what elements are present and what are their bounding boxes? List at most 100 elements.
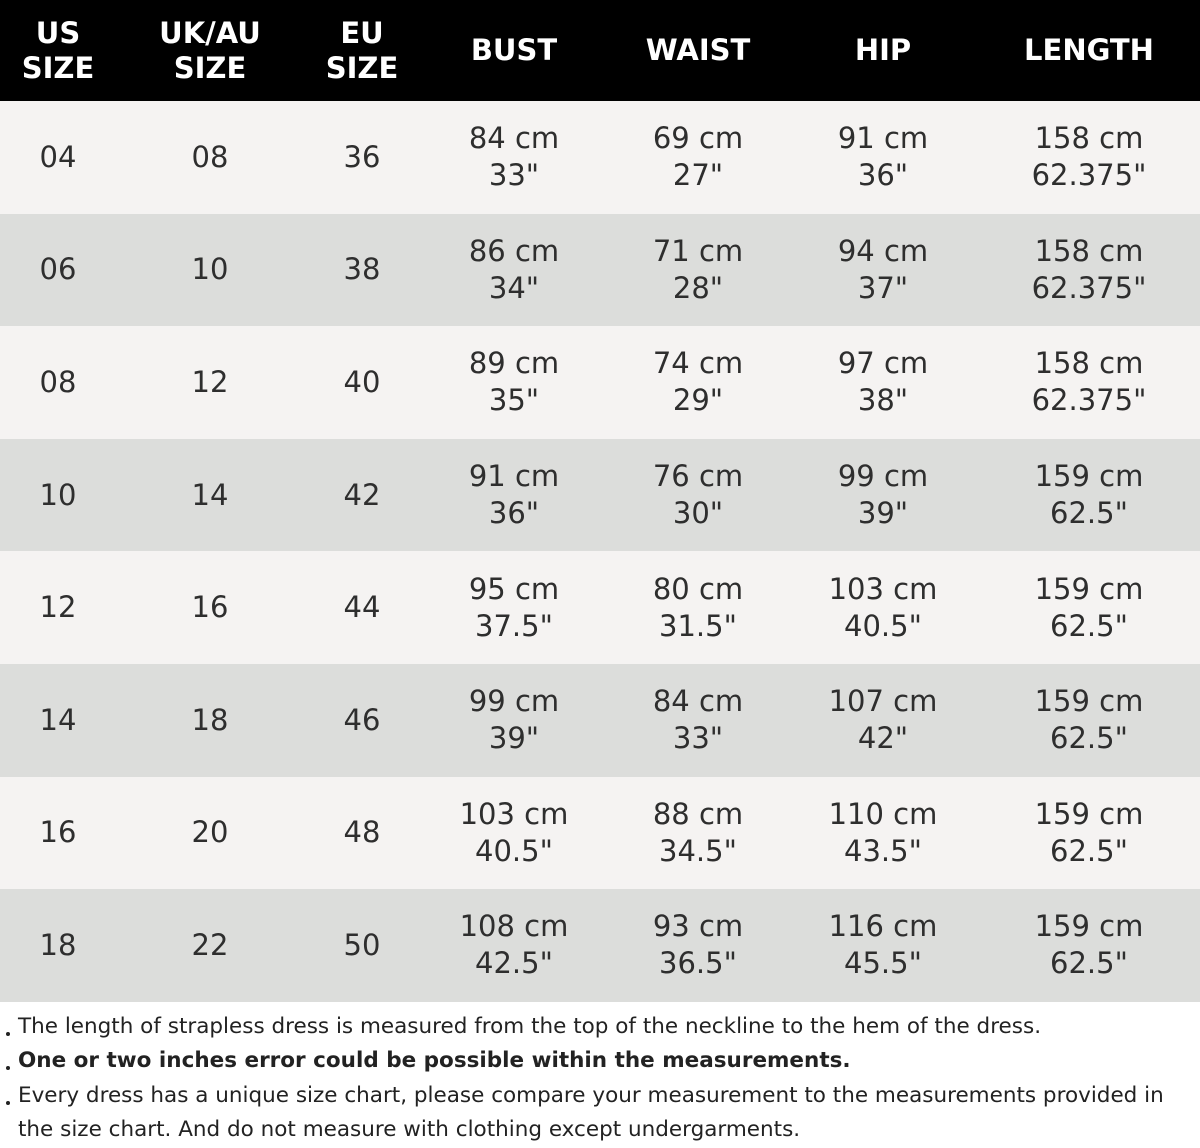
table-cell: 88 cm 34.5"	[608, 776, 788, 890]
cell-line: 28"	[672, 270, 724, 305]
cell-line: 36.5"	[659, 946, 737, 981]
cell-line: 158 cm	[1034, 121, 1144, 156]
table-cell: 80 cm 31.5"	[608, 551, 788, 664]
cell-line: 62.375"	[1031, 383, 1147, 418]
cell-line: 89 cm	[468, 346, 560, 381]
table-cell: 94 cm 37"	[788, 213, 978, 327]
table-cell: 71 cm 28"	[608, 213, 788, 327]
cell-line: 159 cm	[1034, 684, 1144, 719]
cell-line: 116 cm	[828, 909, 938, 944]
table-cell: 46	[304, 663, 420, 777]
table-cell: 18	[116, 663, 304, 777]
table-cell: 10	[0, 438, 116, 552]
cell-line: 29"	[672, 383, 724, 418]
header-cell: UK/AU SIZE	[116, 0, 304, 101]
cell-line: 94 cm	[837, 233, 929, 268]
table-cell: 159 cm 62.5"	[978, 776, 1200, 890]
cell-line: 91 cm	[837, 121, 929, 156]
table-cell: 103 cm 40.5"	[788, 551, 978, 664]
cell-line: 62.375"	[1031, 270, 1147, 305]
cell-line: 36"	[488, 496, 540, 531]
cell-line: 27"	[672, 158, 724, 193]
table-cell: 12	[0, 551, 116, 664]
table-cell: 93 cm 36.5"	[608, 889, 788, 1002]
table-cell: 08	[116, 101, 304, 214]
cell-line: 33"	[488, 158, 540, 193]
table-cell: 99 cm 39"	[788, 438, 978, 552]
cell-line: 34"	[488, 270, 540, 305]
table-cell: 40	[304, 326, 420, 439]
header-line: UK/AU	[159, 15, 261, 50]
header-line: WAIST	[645, 33, 751, 67]
table-cell: 86 cm 34"	[420, 213, 608, 327]
cell-line: 34.5"	[659, 833, 737, 868]
table-cell: 36	[304, 101, 420, 214]
table-row: 18 22 50 108 cm 42.5" 93 cm 36.5" 116 cm 45.5" 15…	[0, 889, 1200, 1002]
cell-line: 37"	[857, 270, 909, 305]
header-cell: WAIST	[608, 0, 788, 101]
header-line: BUST	[470, 33, 558, 67]
cell-line: 62.5"	[1050, 946, 1128, 981]
cell-line: 62.5"	[1050, 721, 1128, 756]
note: The length of strapless dress is measure…	[6, 1010, 1182, 1045]
table-cell: 04	[0, 101, 116, 214]
cell-line: 45.5"	[844, 946, 922, 981]
cell-line: 103 cm	[828, 571, 938, 606]
cell-line: 99 cm	[837, 459, 929, 494]
table-cell: 12	[116, 326, 304, 439]
note: Every dress has a unique size chart, ple…	[6, 1079, 1182, 1148]
table-cell: 14	[0, 663, 116, 777]
cell-line: 107 cm	[828, 684, 938, 719]
header-cell: EU SIZE	[304, 0, 420, 101]
table-header: US SIZE UK/AU SIZE EU SIZE BUST WAIST HIP LENGTH	[0, 0, 1200, 101]
cell-line: 108 cm	[459, 909, 569, 944]
table-cell: 08	[0, 326, 116, 439]
cell-line: 88 cm	[652, 796, 744, 831]
cell-line: 93 cm	[652, 909, 744, 944]
header-cell: US SIZE	[0, 0, 116, 101]
table-row: 12 16 44 95 cm 37.5" 80 cm 31.5" 103 cm 40.5" 159…	[0, 551, 1200, 664]
table-row: 16 20 48 103 cm 40.5" 88 cm 34.5" 110 cm 43.5" 15…	[0, 776, 1200, 890]
cell-line: 39"	[488, 721, 540, 756]
table-cell: 38	[304, 213, 420, 327]
cell-line: 110 cm	[828, 796, 938, 831]
header-line: LENGTH	[1024, 33, 1154, 67]
cell-line: 37.5"	[475, 608, 553, 643]
table-cell: 91 cm 36"	[788, 101, 978, 214]
header-line: EU	[340, 15, 384, 50]
table-row: 04 08 36 84 cm 33" 69 cm 27" 91 cm 36" 158 cm 62.3…	[0, 101, 1200, 214]
table-cell: 116 cm 45.5"	[788, 889, 978, 1002]
table-cell: 69 cm 27"	[608, 101, 788, 214]
cell-line: 62.375"	[1031, 158, 1147, 193]
header-line: HIP	[854, 33, 912, 67]
cell-line: 158 cm	[1034, 233, 1144, 268]
table-row: 06 10 38 86 cm 34" 71 cm 28" 94 cm 37" 158 cm 62.3…	[0, 213, 1200, 327]
table-cell: 22	[116, 889, 304, 1002]
cell-line: 86 cm	[468, 233, 560, 268]
header-line: SIZE	[325, 50, 399, 85]
table-cell: 103 cm 40.5"	[420, 776, 608, 890]
cell-line: 42"	[857, 721, 909, 756]
table-cell: 16	[116, 551, 304, 664]
table-cell: 159 cm 62.5"	[978, 889, 1200, 1002]
table-cell: 89 cm 35"	[420, 326, 608, 439]
table-cell: 158 cm 62.375"	[978, 326, 1200, 439]
cell-line: 103 cm	[459, 796, 569, 831]
table-cell: 159 cm 62.5"	[978, 663, 1200, 777]
header-row: US SIZE UK/AU SIZE EU SIZE BUST WAIST HIP LENGTH	[0, 0, 1200, 101]
table-cell: 159 cm 62.5"	[978, 551, 1200, 664]
table-row: 08 12 40 89 cm 35" 74 cm 29" 97 cm 38" 158 cm 62.3…	[0, 326, 1200, 439]
cell-line: 80 cm	[652, 571, 744, 606]
cell-line: 95 cm	[468, 571, 560, 606]
cell-line: 69 cm	[652, 121, 744, 156]
cell-line: 159 cm	[1034, 796, 1144, 831]
cell-line: 40.5"	[475, 833, 553, 868]
table-row: 10 14 42 91 cm 36" 76 cm 30" 99 cm 39" 159 cm 62.5…	[0, 438, 1200, 552]
cell-line: 97 cm	[837, 346, 929, 381]
cell-line: 159 cm	[1034, 571, 1144, 606]
table-cell: 91 cm 36"	[420, 438, 608, 552]
cell-line: 35"	[488, 383, 540, 418]
cell-line: 33"	[672, 721, 724, 756]
cell-line: 38"	[857, 383, 909, 418]
